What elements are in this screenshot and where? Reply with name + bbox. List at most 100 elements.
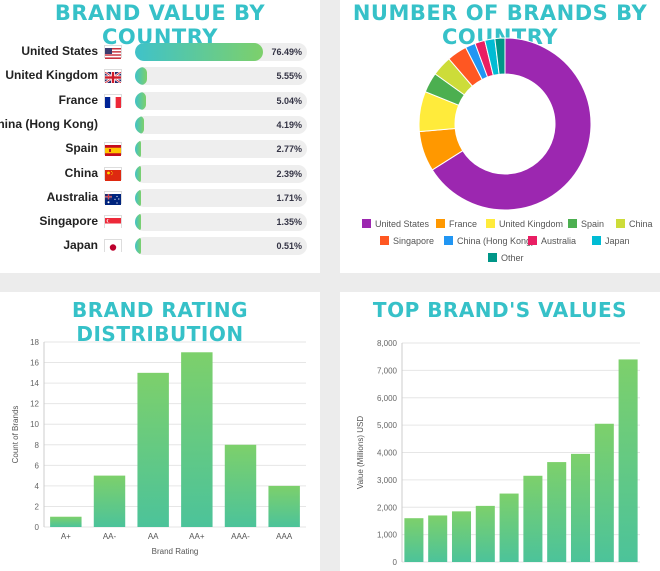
bar	[428, 515, 448, 562]
value-percent: 5.55%	[276, 71, 302, 82]
legend-swatch	[592, 236, 601, 245]
legend-item: China (Hong Kong)	[444, 236, 534, 246]
country-name: France	[58, 92, 98, 107]
value-fill	[135, 67, 148, 86]
legend-label: Spain	[581, 219, 605, 229]
brand-count-donut-chart	[418, 37, 592, 211]
country-name: United Kingdom	[5, 68, 98, 83]
y-tick-label: 8,000	[377, 339, 398, 348]
legend-item: United States	[362, 219, 429, 229]
bar	[268, 485, 300, 527]
value-percent: 1.71%	[276, 192, 302, 203]
x-tick-label: AAA-	[231, 532, 250, 541]
top-values-title: TOP BRAND'S VALUES	[372, 298, 628, 322]
y-tick-label: 1,000	[377, 531, 398, 540]
legend-label: China	[629, 219, 653, 229]
y-tick-label: 8	[35, 441, 40, 450]
bar	[137, 372, 169, 527]
legend-item: Spain	[568, 219, 604, 229]
bar	[224, 444, 257, 527]
us-flag-icon	[105, 46, 121, 59]
y-tick-label: 14	[30, 379, 39, 388]
top-values-panel: TOP BRAND'S VALUES 0 1,000 2,000 3,000 4,000…	[340, 292, 660, 571]
value-percent: 76.49%	[271, 47, 302, 57]
value-track	[135, 237, 307, 256]
value-fill	[135, 140, 142, 159]
uk-flag-icon	[104, 70, 122, 85]
y-axis-label: Value (Millions) USD	[356, 416, 365, 489]
brand-value-row: China 2.39%	[0, 162, 320, 186]
bar	[594, 423, 614, 562]
country-name: Japan	[63, 238, 98, 253]
rating-bar-chart: 0 2 4 6 8 10 12 14 16 18 A+ AA- AA AA+ AAA- AAA Brand Ra…	[11, 338, 306, 556]
y-tick-label: 16	[30, 359, 39, 368]
legend-item: Australia	[528, 236, 576, 246]
legend-item: Japan	[592, 236, 630, 246]
brand-value-row: France 5.04%	[0, 89, 320, 113]
legend-swatch	[568, 219, 577, 228]
y-tick-label: 18	[30, 338, 39, 347]
x-tick-label: AA	[148, 532, 159, 541]
y-tick-label: 4,000	[377, 449, 398, 458]
value-fill	[135, 43, 263, 61]
legend-swatch	[488, 253, 497, 262]
brand-value-row: United States 76.49%	[0, 40, 320, 64]
y-tick-label: 2	[35, 502, 40, 511]
value-fill	[135, 91, 147, 110]
y-tick-label: 7,000	[377, 366, 398, 375]
legend-item: China	[616, 219, 653, 229]
x-tick-label: AA-	[103, 532, 117, 541]
legend-item: France	[436, 219, 477, 229]
value-fill	[135, 164, 141, 183]
legend-label: Australia	[541, 236, 577, 246]
legend-swatch	[444, 236, 453, 245]
value-track	[135, 67, 307, 86]
legend-label: China (Hong Kong)	[457, 236, 535, 246]
y-tick-label: 12	[30, 400, 39, 409]
y-tick-label: 6,000	[377, 394, 398, 403]
value-fill	[135, 188, 141, 207]
bar	[618, 359, 638, 562]
brand-value-row: China (Hong Kong) 4.19%	[0, 113, 320, 137]
legend-swatch	[616, 219, 625, 228]
legend-label: France	[449, 219, 478, 229]
brand-value-row: United Kingdom 5.55%	[0, 64, 320, 88]
bar	[523, 475, 543, 562]
y-axis-label: Count of Brands	[11, 406, 20, 464]
brand-value-panel: BRAND VALUE BY COUNTRY United States 76.4…	[0, 0, 320, 273]
legend-item: Other	[488, 253, 524, 263]
value-fill	[135, 115, 145, 134]
value-percent: 2.39%	[276, 168, 302, 179]
value-track	[135, 115, 307, 134]
bar	[181, 352, 213, 527]
bar	[50, 516, 82, 527]
x-tick-label: AAA	[276, 532, 293, 541]
legend-swatch	[436, 219, 445, 228]
value-track	[135, 43, 307, 61]
legend-label: Japan	[605, 236, 630, 246]
legend-swatch	[362, 219, 371, 228]
bar	[404, 518, 424, 562]
bar	[93, 475, 126, 527]
value-track	[135, 164, 307, 183]
brand-value-row: Singapore 1.35%	[0, 210, 320, 234]
bar	[570, 453, 591, 562]
value-fill	[135, 213, 141, 232]
y-tick-label: 2,000	[377, 503, 398, 512]
y-tick-label: 6	[35, 461, 40, 470]
bar	[475, 505, 495, 562]
legend-label: United Kingdom	[499, 219, 564, 229]
country-name: Australia	[46, 189, 98, 204]
country-name: Spain	[65, 141, 98, 156]
value-track	[135, 91, 307, 110]
value-fill	[135, 237, 141, 256]
x-axis-label: Brand Rating	[152, 547, 199, 556]
legend-label: Singapore	[393, 236, 435, 246]
value-track	[135, 188, 307, 207]
bar	[499, 493, 519, 562]
france-flag-icon	[105, 95, 121, 108]
top-values-bar-chart: 0 1,000 2,000 3,000 4,000 5,000 6,000 7,000 8,00…	[356, 339, 640, 567]
y-tick-label: 0	[35, 523, 40, 532]
legend-swatch	[528, 236, 537, 245]
australia-flag-icon	[105, 192, 121, 205]
